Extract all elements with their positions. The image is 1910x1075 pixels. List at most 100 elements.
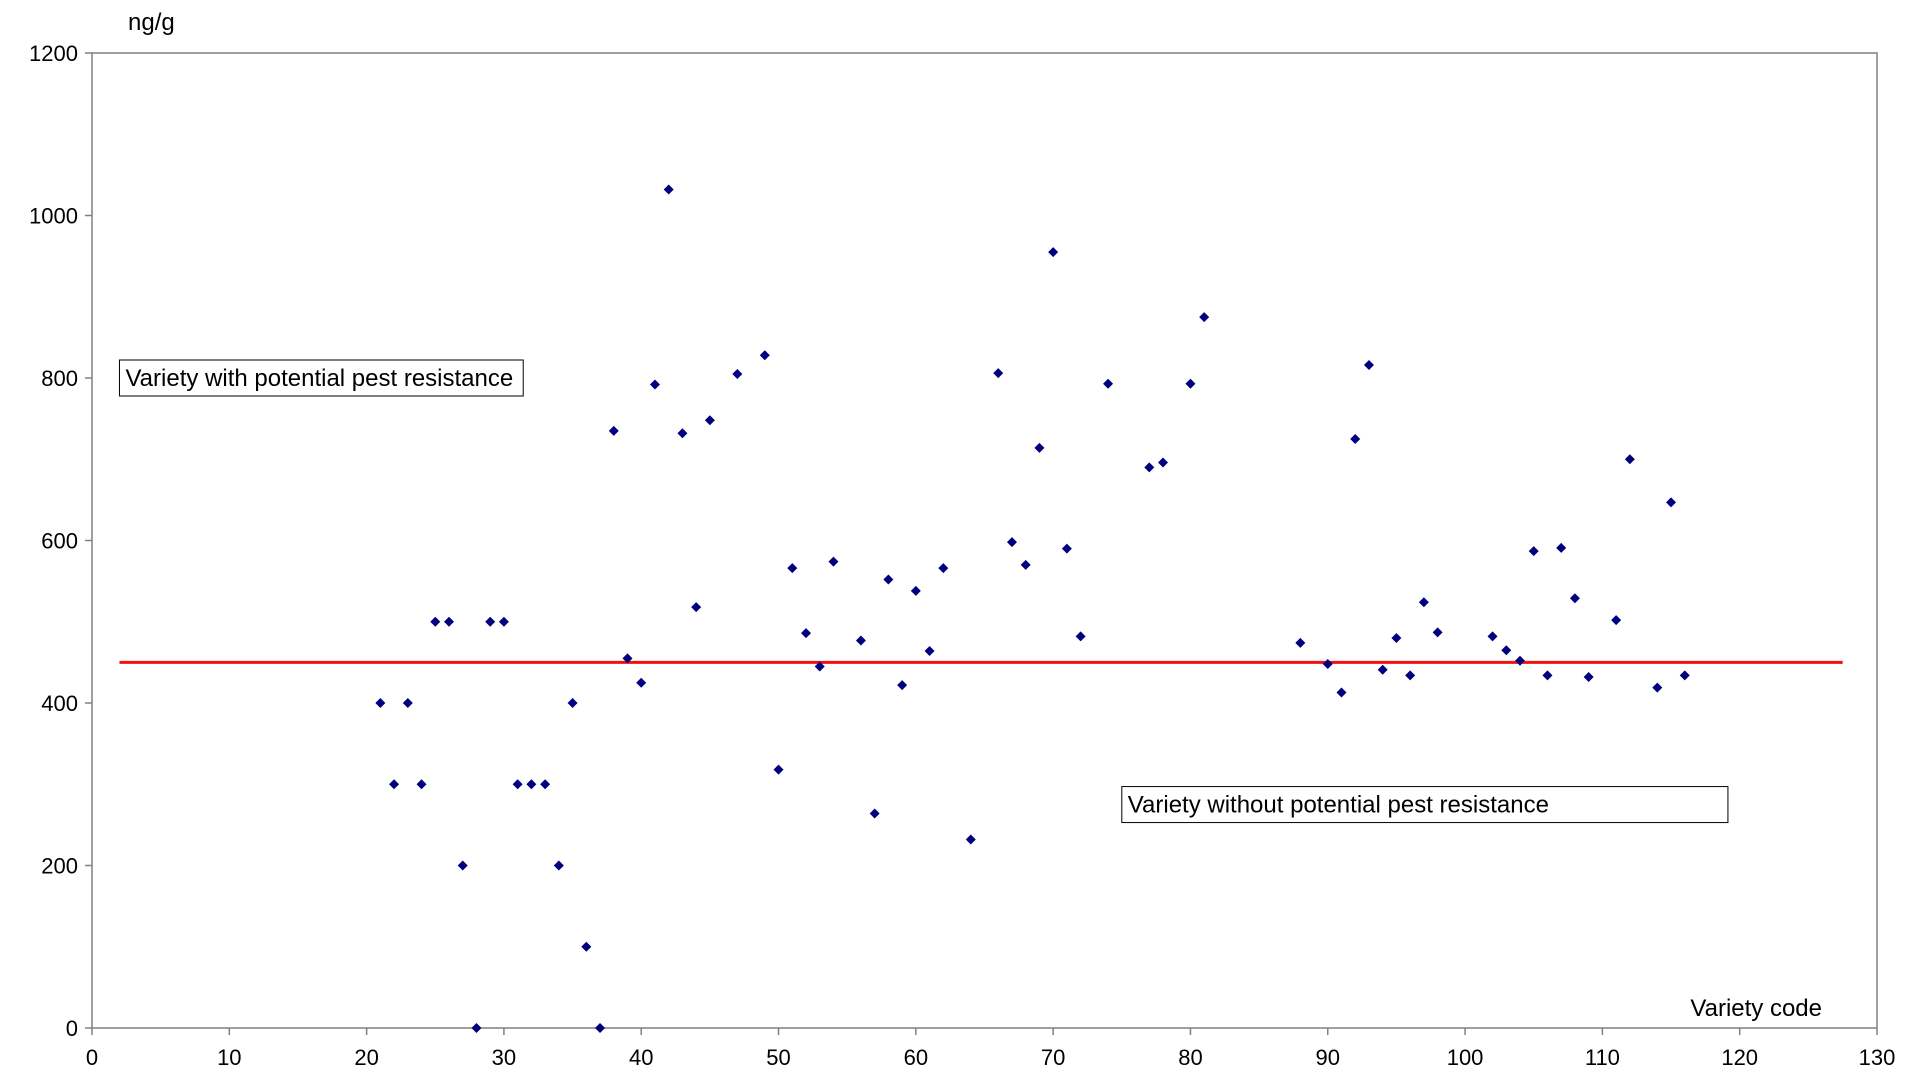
x-tick-label: 100 <box>1447 1045 1484 1070</box>
data-point <box>1048 247 1059 258</box>
data-point <box>965 834 976 845</box>
data-point <box>1679 670 1690 681</box>
data-point <box>1611 615 1622 626</box>
data-point <box>567 698 578 708</box>
data-point <box>1583 672 1594 682</box>
data-point <box>1515 655 1525 666</box>
data-point <box>1405 670 1416 681</box>
data-point <box>814 661 825 672</box>
data-point <box>938 563 949 574</box>
data-point <box>1391 633 1402 643</box>
data-point <box>1501 645 1512 656</box>
data-point <box>553 860 564 871</box>
data-point <box>1542 670 1553 681</box>
data-point <box>608 425 619 436</box>
data-point <box>540 779 551 790</box>
x-tick-label: 30 <box>492 1045 516 1070</box>
annotation-box: Variety without potential pest resistanc… <box>1121 786 1729 824</box>
data-point <box>498 616 509 627</box>
data-point <box>444 616 454 627</box>
annotation-text: Variety with potential pest resistance <box>125 365 513 392</box>
data-point <box>663 184 674 195</box>
y-tick-label: 600 <box>41 529 78 554</box>
data-point <box>1624 454 1635 465</box>
data-point <box>595 1023 606 1033</box>
data-point <box>1322 659 1333 669</box>
y-tick-label: 400 <box>41 691 78 716</box>
data-point <box>1528 546 1539 557</box>
data-point <box>883 574 894 585</box>
x-tick-label: 110 <box>1585 1045 1620 1070</box>
data-point <box>485 616 496 627</box>
x-tick-label: 80 <box>1178 1045 1202 1070</box>
data-point <box>1487 631 1498 642</box>
data-point <box>773 764 784 775</box>
y-tick-label: 1000 <box>29 204 78 229</box>
x-tick-label: 130 <box>1859 1045 1896 1070</box>
data-point <box>787 563 798 574</box>
data-point <box>993 368 1004 379</box>
data-point <box>526 779 537 790</box>
y-tick-label: 1200 <box>29 41 78 66</box>
data-point <box>375 698 386 708</box>
data-point <box>457 860 468 871</box>
data-point <box>704 415 715 426</box>
data-point <box>389 779 400 790</box>
data-point <box>1556 542 1567 553</box>
data-point <box>1199 312 1210 323</box>
data-point <box>402 698 413 708</box>
data-point <box>1377 664 1388 675</box>
x-tick-label: 20 <box>354 1045 378 1070</box>
data-point <box>471 1023 482 1033</box>
annotation-border <box>1121 786 1729 824</box>
y-tick-label: 800 <box>41 366 78 391</box>
y-axis-ticks: 0 200 400 600 800 1000 1200 <box>29 41 92 1041</box>
data-point <box>1295 637 1306 648</box>
data-point <box>581 941 592 952</box>
data-point <box>855 635 866 646</box>
data-point <box>1185 378 1196 389</box>
data-point <box>1034 442 1045 453</box>
data-point <box>910 585 921 596</box>
data-point <box>1075 631 1086 642</box>
data-point <box>1432 627 1443 638</box>
data-point <box>1350 433 1361 444</box>
data-point <box>622 653 633 664</box>
annotation-border <box>118 359 524 397</box>
x-tick-label: 70 <box>1041 1045 1065 1070</box>
annotation-text: Variety without potential pest resistanc… <box>1128 792 1549 819</box>
y-tick-label: 0 <box>66 1016 78 1041</box>
annotation-box: Variety with potential pest resistance <box>118 359 524 397</box>
data-point <box>1006 537 1017 548</box>
data-point <box>1144 462 1155 473</box>
x-tick-label: 50 <box>766 1045 790 1070</box>
data-point <box>732 368 743 379</box>
data-point <box>1666 497 1677 508</box>
data-point <box>1103 378 1114 389</box>
x-axis-ticks: 0 10 20 30 40 50 60 70 80 90 100 110 120 130 <box>86 1028 1895 1070</box>
data-point <box>1418 597 1429 608</box>
data-point <box>1061 543 1072 554</box>
annotations: Variety with potential pest resistance Va… <box>118 359 1729 824</box>
data-point <box>828 556 839 567</box>
x-tick-label: 40 <box>629 1045 653 1070</box>
data-point <box>1158 457 1168 468</box>
data-point <box>869 808 880 819</box>
data-point <box>1652 682 1663 693</box>
plot-area <box>91 52 1878 1029</box>
x-tick-label: 120 <box>1721 1045 1758 1070</box>
y-tick-label: 200 <box>41 854 78 879</box>
x-tick-label: 60 <box>904 1045 928 1070</box>
data-point <box>1336 687 1347 698</box>
data-point <box>636 677 647 688</box>
x-tick-label: 90 <box>1316 1045 1340 1070</box>
x-tick-label: 0 <box>86 1045 98 1070</box>
data-point <box>416 779 427 790</box>
y-axis-label: ng/g <box>128 9 175 36</box>
data-point <box>691 602 702 613</box>
data-point <box>1569 593 1580 604</box>
x-tick-label: 10 <box>217 1045 241 1070</box>
data-point <box>512 779 523 790</box>
data-points <box>375 184 1690 1033</box>
